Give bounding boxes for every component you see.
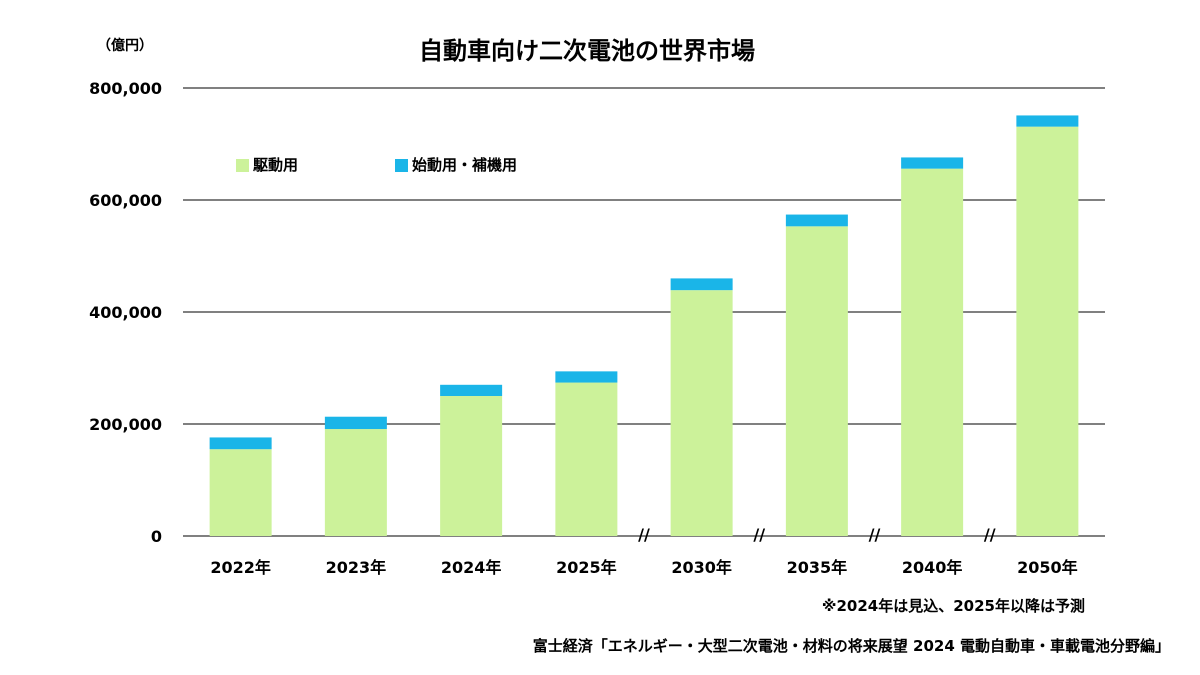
- bars: [209, 115, 1079, 536]
- source-credit: 富士経済「エネルギー・大型二次電池・材料の将来展望 2024 電動自動車・車載電…: [533, 637, 1170, 655]
- y-tick-label: 0: [151, 527, 162, 546]
- bar-starter: [901, 157, 964, 169]
- bar-drive: [670, 290, 733, 536]
- y-axis-unit-label: （億円）: [97, 37, 153, 54]
- y-tick-label: 800,000: [89, 79, 162, 98]
- gridlines: [183, 87, 1105, 537]
- x-tick-label: 2030年: [671, 558, 732, 577]
- axis-break-mark: //: [753, 525, 765, 544]
- bar-starter: [440, 384, 503, 396]
- axis-break-mark: //: [638, 525, 650, 544]
- y-tick-label: 200,000: [89, 415, 162, 434]
- forecast-note: ※2024年は見込、2025年以降は予測: [822, 597, 1085, 615]
- axis-break-mark: //: [984, 525, 996, 544]
- legend-swatch-drive: [236, 159, 249, 172]
- y-axis-tick-labels: 0 200,000 400,000 600,000 800,000: [89, 79, 162, 546]
- bar-starter: [209, 437, 272, 450]
- bar-drive: [1016, 126, 1079, 536]
- bar-drive: [901, 168, 964, 536]
- x-tick-label: 2035年: [787, 558, 848, 577]
- bar-starter: [785, 214, 848, 227]
- chart-title: 自動車向け二次電池の世界市場: [419, 37, 755, 65]
- bar-starter: [555, 371, 618, 383]
- legend: 駆動用 始動用・補機用: [236, 156, 517, 174]
- legend-label-drive: 駆動用: [253, 156, 298, 174]
- bar-drive: [785, 226, 848, 536]
- bar-starter: [324, 416, 387, 430]
- x-tick-label: 2050年: [1017, 558, 1078, 577]
- bar-drive: [324, 429, 387, 536]
- x-tick-label: 2024年: [441, 558, 502, 577]
- x-axis-tick-labels: 2022年 2023年 2024年 2025年 2030年 2035年 2040年 2050年: [210, 558, 1077, 577]
- axis-break-mark: //: [869, 525, 881, 544]
- axis-break-marks: // // // //: [638, 525, 996, 544]
- bar-drive: [209, 449, 272, 536]
- bar-drive: [555, 382, 618, 536]
- x-tick-label: 2025年: [556, 558, 617, 577]
- x-tick-label: 2023年: [326, 558, 387, 577]
- y-tick-label: 400,000: [89, 303, 162, 322]
- bar-drive: [440, 396, 503, 536]
- bar-starter: [1016, 115, 1079, 127]
- y-tick-label: 600,000: [89, 191, 162, 210]
- bar-starter: [670, 278, 733, 291]
- x-tick-label: 2022年: [210, 558, 271, 577]
- legend-swatch-starter: [395, 159, 408, 172]
- legend-label-starter: 始動用・補機用: [412, 156, 517, 174]
- x-tick-label: 2040年: [902, 558, 963, 577]
